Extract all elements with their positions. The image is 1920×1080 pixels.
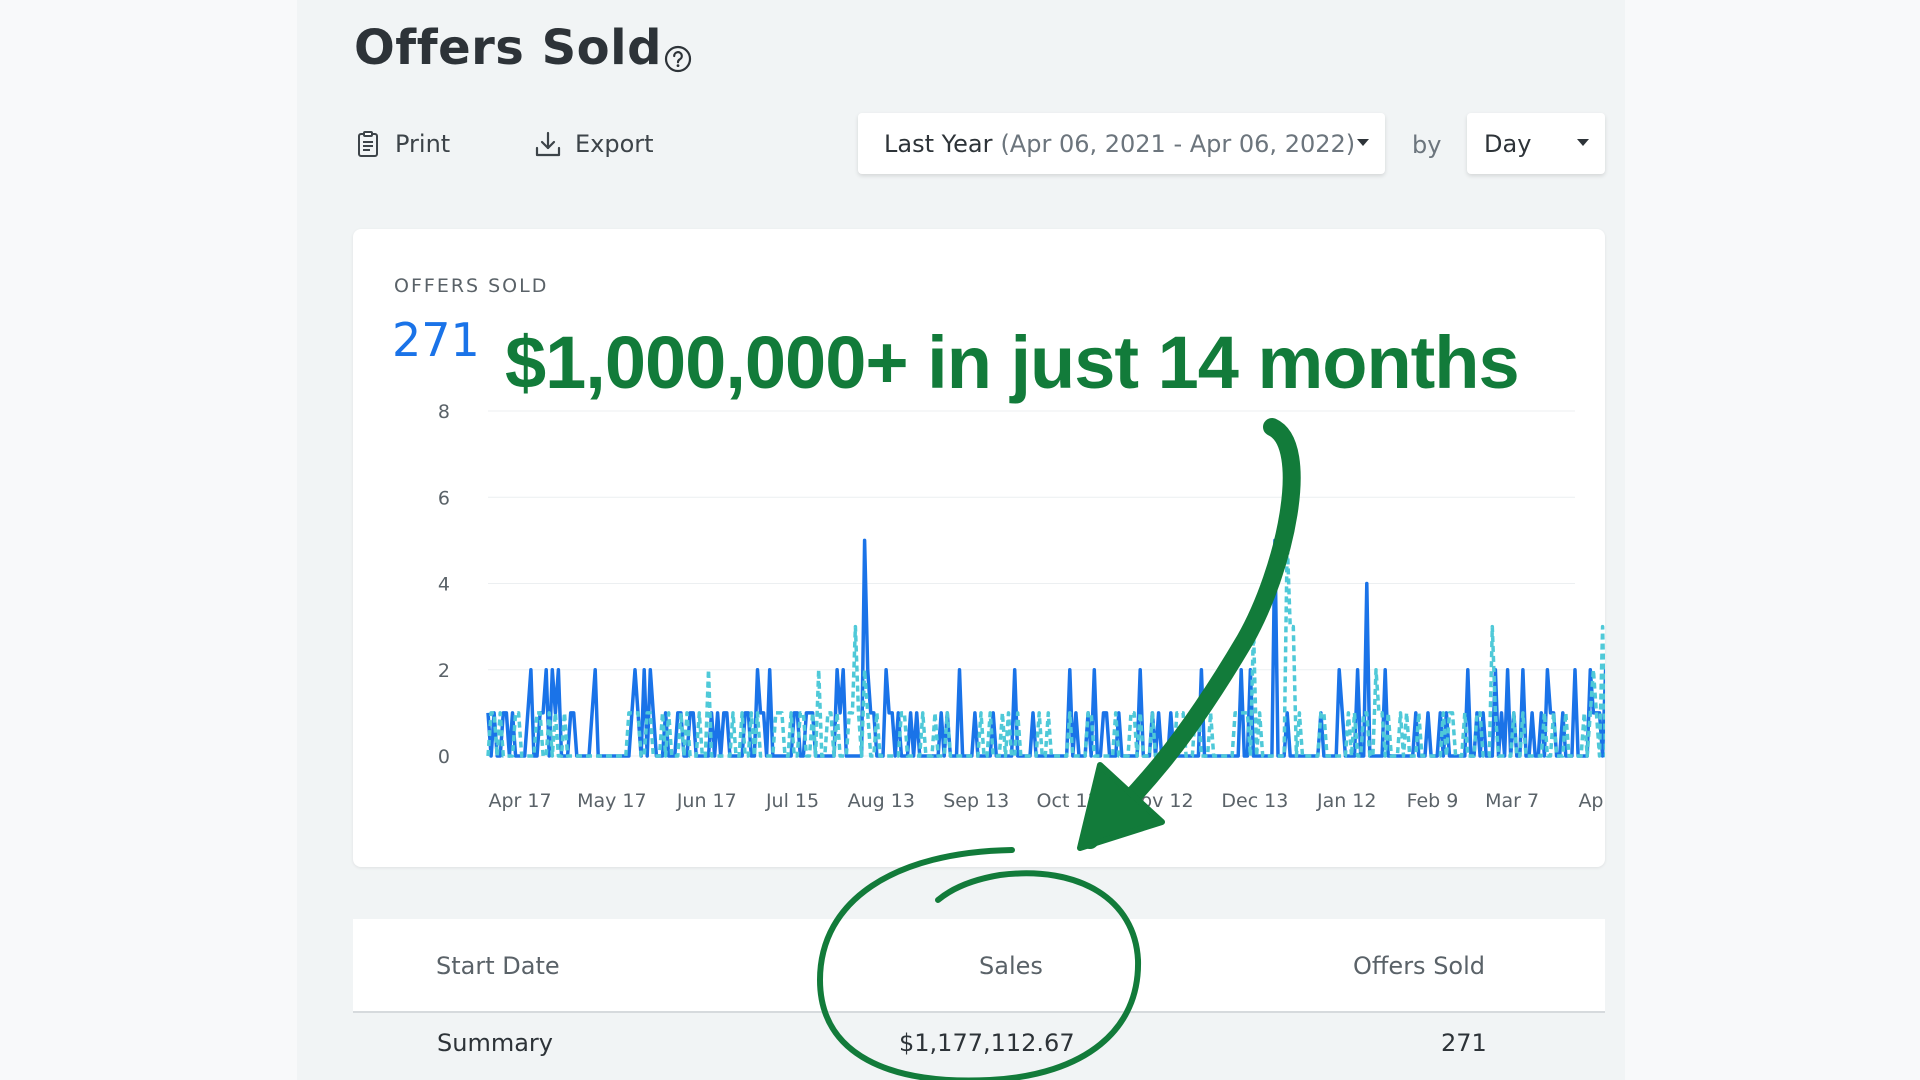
series-line-2 bbox=[486, 538, 1605, 758]
cell-sales: $1,177,112.67 bbox=[899, 1029, 1075, 1057]
summary-table: Start Date Sales Offers Sold Summary $1,… bbox=[353, 919, 1605, 1080]
x-tick-label: Jul 15 bbox=[765, 790, 819, 812]
promo-headline: $1,000,000+ in just 14 months bbox=[505, 321, 1520, 404]
x-tick-label: Apr 6 bbox=[1578, 790, 1605, 812]
cell-start-date: Summary bbox=[437, 1029, 553, 1057]
download-icon bbox=[535, 131, 561, 157]
x-tick-label: Jun 17 bbox=[676, 790, 737, 812]
y-tick-label: 2 bbox=[438, 660, 450, 682]
x-tick-label: Dec 13 bbox=[1221, 790, 1288, 812]
interval-select[interactable]: Day bbox=[1467, 113, 1605, 174]
page-title: Offers Sold bbox=[354, 20, 662, 76]
x-tick-label: Oct 13 bbox=[1037, 790, 1100, 812]
x-tick-label: May 17 bbox=[577, 790, 647, 812]
print-label: Print bbox=[395, 130, 451, 158]
chart-total: 271 bbox=[392, 313, 480, 367]
x-tick-label: Nov 12 bbox=[1126, 790, 1193, 812]
table-row: Summary $1,177,112.67 271 bbox=[353, 1013, 1605, 1080]
main-column: Offers Sold Print Export Last Year (Apr … bbox=[297, 0, 1625, 1080]
date-range-dates: (Apr 06, 2021 - Apr 06, 2022) bbox=[1000, 129, 1356, 158]
interval-value: Day bbox=[1484, 129, 1532, 158]
caret-down-icon bbox=[1577, 139, 1589, 146]
x-tick-label: Apr 17 bbox=[488, 790, 551, 812]
x-tick-label: Mar 7 bbox=[1485, 790, 1539, 812]
y-tick-label: 8 bbox=[438, 401, 450, 423]
date-range-label: Last Year bbox=[884, 129, 993, 158]
y-tick-label: 4 bbox=[438, 574, 450, 596]
export-button[interactable]: Export bbox=[533, 124, 654, 164]
chart-label: OFFERS SOLD bbox=[394, 275, 549, 297]
column-header-start-date[interactable]: Start Date bbox=[436, 952, 560, 980]
x-tick-label: Sep 13 bbox=[943, 790, 1009, 812]
print-button[interactable]: Print bbox=[353, 124, 450, 164]
caret-down-icon bbox=[1357, 139, 1369, 146]
export-label: Export bbox=[575, 130, 654, 158]
date-range-select[interactable]: Last Year (Apr 06, 2021 - Apr 06, 2022) bbox=[858, 113, 1385, 174]
x-tick-label: Feb 9 bbox=[1407, 790, 1459, 812]
clipboard-icon bbox=[358, 131, 378, 157]
by-label: by bbox=[1412, 131, 1442, 159]
question-circle-icon[interactable] bbox=[663, 44, 693, 74]
cell-offers-sold: 271 bbox=[1441, 1029, 1487, 1057]
table-header-row: Start Date Sales Offers Sold bbox=[353, 919, 1605, 1013]
x-tick-label: Jan 12 bbox=[1316, 790, 1377, 812]
chart-card: OFFERS SOLD 271 0 2 4 6 8 Apr 17 May 17 Jun 17 J… bbox=[353, 229, 1605, 867]
x-tick-label: Aug 13 bbox=[848, 790, 915, 812]
y-tick-label: 0 bbox=[438, 746, 450, 768]
y-tick-label: 6 bbox=[438, 487, 450, 509]
column-header-sales[interactable]: Sales bbox=[979, 952, 1043, 980]
column-header-offers-sold[interactable]: Offers Sold bbox=[1353, 952, 1486, 980]
